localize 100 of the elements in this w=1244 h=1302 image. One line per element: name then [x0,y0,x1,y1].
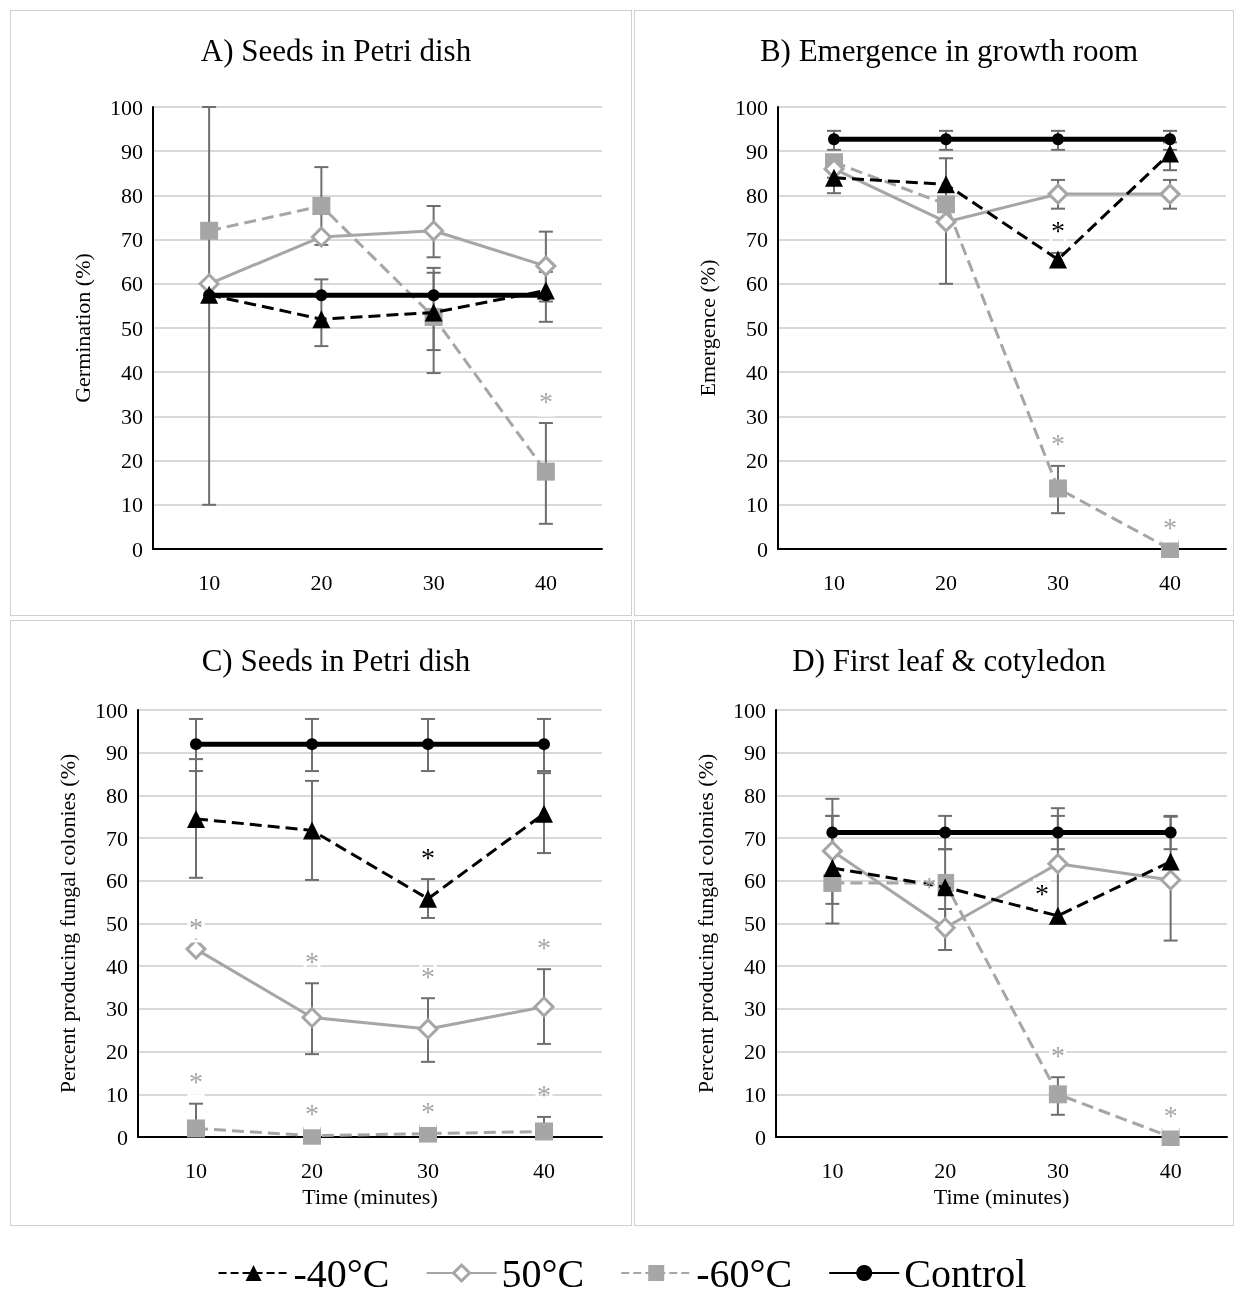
point [533,996,555,1018]
point [1051,826,1064,839]
point [1047,853,1069,875]
point [937,195,955,214]
data-label: * [421,1096,435,1128]
x-axis-title: Time (minutes) [302,1184,438,1210]
y-tick-label: 50 [744,911,766,936]
x-axis-title: Time (minutes) [933,1184,1070,1210]
y-tick-label: 90 [106,740,128,766]
point [1164,133,1176,146]
y-axis-title: Germination (%) [69,253,95,403]
x-tick-label: 10 [185,1157,207,1183]
y-tick-label: 30 [121,403,143,429]
x-tick-label: 20 [935,569,957,595]
data-label: * [189,911,203,943]
point [538,738,550,751]
point [828,133,840,146]
point [306,738,318,751]
x-tick-label: 20 [301,1157,323,1183]
chart-title: A) Seeds in Petri dish [200,33,472,68]
point [1047,183,1069,205]
point [315,289,328,302]
y-tick-label: 10 [744,1081,766,1107]
data-label: * [421,960,435,992]
y-tick-label: 0 [757,536,768,562]
data-label: * [421,841,435,873]
point [427,289,440,302]
point [190,738,202,751]
point [536,462,555,481]
point [187,809,205,828]
y-tick-label: 100 [735,94,768,120]
x-tick-label: 30 [417,1157,439,1183]
y-tick-label: 60 [746,271,768,297]
data-label: * [1034,878,1049,910]
data-label: * [538,385,553,417]
point [303,821,321,840]
data-label: * [305,1098,319,1130]
point [825,168,843,187]
y-tick-label: 20 [106,1039,128,1065]
y-tick-label: 60 [744,868,766,894]
point [1048,1085,1067,1104]
data-label: * [537,1079,551,1111]
legend-label: Control [904,1250,1027,1296]
y-tick-label: 40 [746,359,768,385]
point [1161,852,1180,871]
x-tick-label: 30 [1047,569,1069,595]
y-tick-label: 30 [106,996,128,1022]
chart-title: C) Seeds in Petri dish [201,643,471,678]
point [185,938,207,960]
point [424,303,443,322]
y-tick-label: 0 [117,1124,128,1150]
data-label: * [1163,1099,1178,1131]
point [936,878,955,897]
x-tick-label: 40 [1159,1157,1182,1183]
data-label: * [1051,428,1065,460]
point [1048,906,1067,925]
point [821,840,843,862]
x-tick-label: 40 [1159,569,1181,595]
y-tick-label: 90 [744,740,766,766]
y-tick-label: 50 [746,315,768,341]
x-tick-label: 10 [198,569,221,595]
legend-label: -40°C [293,1250,390,1296]
x-tick-label: 40 [534,569,557,595]
point [1049,250,1067,269]
chart-title: B) Emergence in growth room [759,33,1139,68]
y-tick-label: 90 [746,138,768,164]
y-tick-label: 60 [121,271,143,297]
y-tick-label: 70 [744,825,766,851]
point [419,889,437,908]
y-tick-label: 90 [121,138,143,164]
point [1161,144,1179,163]
data-label: * [537,931,551,963]
point [535,804,553,823]
y-tick-label: 100 [110,94,143,120]
y-tick-label: 0 [755,1124,766,1150]
point [1164,826,1177,839]
legend-label: -60°C [696,1250,793,1296]
point [937,175,955,194]
point [312,310,331,329]
data-label: * [1050,1039,1065,1071]
point [535,1122,553,1141]
point [940,133,952,146]
point [826,826,839,839]
y-tick-label: 50 [121,315,143,341]
point [1160,869,1182,891]
x-tick-label: 20 [310,569,333,595]
y-tick-label: 70 [106,825,128,851]
y-tick-label: 30 [744,996,766,1022]
point [417,1018,439,1040]
point [187,1119,205,1138]
y-tick-label: 20 [746,448,768,474]
y-tick-label: 70 [121,227,143,253]
y-axis-title: Emergence (%) [694,259,720,397]
y-tick-label: 80 [106,782,128,808]
y-tick-label: 40 [744,953,766,979]
data-label: * [1163,511,1177,543]
y-tick-label: 100 [733,697,766,723]
x-tick-label: 10 [821,1157,844,1183]
y-tick-label: 100 [95,697,128,723]
y-tick-label: 10 [106,1081,128,1107]
